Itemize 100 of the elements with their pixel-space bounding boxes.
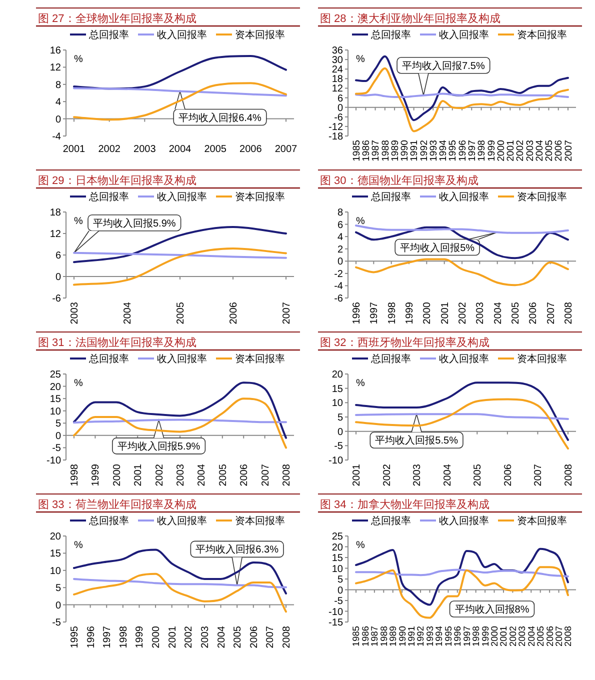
x-tick-label: 1998 bbox=[70, 464, 80, 486]
y-tick-label: -15 bbox=[328, 618, 344, 628]
annotation: 平均收入回报7.5% bbox=[402, 60, 485, 72]
legend-label: 总回报率 bbox=[370, 29, 411, 41]
x-tick-label: 2005 bbox=[204, 144, 227, 155]
y-tick-label: 16 bbox=[50, 46, 62, 56]
y-tick-label: 20 bbox=[50, 382, 62, 393]
x-tick-label: 1992 bbox=[416, 626, 426, 646]
x-tick-label: 2003 bbox=[134, 144, 156, 155]
legend-label: 资本回报率 bbox=[517, 515, 567, 527]
y-tick-label: 18 bbox=[50, 208, 62, 218]
x-tick-label: 2006 bbox=[528, 302, 540, 324]
y-tick-label: 15 bbox=[332, 553, 344, 564]
x-tick-label: 2003 bbox=[412, 464, 424, 486]
x-tick-label: 2002 bbox=[382, 464, 393, 486]
x-tick-label: 2005 bbox=[544, 140, 556, 162]
y-tick-label: -6 bbox=[334, 294, 344, 304]
x-tick-label: 1989 bbox=[390, 140, 401, 162]
y-tick-label: 18 bbox=[332, 74, 344, 86]
x-tick-label: 2001 bbox=[62, 144, 86, 155]
x-tick-label: 1996 bbox=[86, 626, 97, 648]
x-tick-label: 2001 bbox=[167, 626, 178, 648]
chart-title: 图 31：法国物业年回报率及构成 bbox=[38, 336, 196, 349]
legend-label: 收入回报率 bbox=[439, 353, 489, 365]
x-tick-label: 2007 bbox=[265, 626, 276, 648]
x-tick-label: 1997 bbox=[467, 140, 478, 162]
x-tick-label: 2002 bbox=[515, 140, 526, 162]
legend-label: 收入回报率 bbox=[157, 353, 207, 365]
x-tick-label: 1998 bbox=[118, 626, 130, 648]
x-tick-label: 2003 bbox=[200, 626, 211, 648]
x-tick-label: 2001 bbox=[352, 464, 362, 486]
x-tick-label: 1986 bbox=[361, 140, 372, 162]
chart-title: 图 32：西班牙物业年回报率及构成 bbox=[320, 336, 490, 349]
x-tick-label: 1999 bbox=[404, 302, 416, 324]
legend-label: 收入回报率 bbox=[157, 29, 207, 41]
y-axis-title: % bbox=[356, 216, 365, 227]
annotation: 平均收入回报5.5% bbox=[375, 434, 458, 447]
x-tick-label: 2002 bbox=[508, 626, 518, 646]
legend-label: 资本回报率 bbox=[517, 191, 567, 203]
x-tick-label: 2005 bbox=[232, 626, 244, 648]
y-axis-title: % bbox=[74, 54, 83, 65]
x-tick-label: 2004 bbox=[526, 626, 536, 646]
y-tick-label: 0 bbox=[55, 600, 62, 612]
x-tick-label: 1989 bbox=[388, 626, 398, 646]
y-tick-label: 12 bbox=[332, 84, 344, 95]
x-tick-label: 2005 bbox=[218, 464, 229, 486]
y-tick-label: 0 bbox=[337, 256, 344, 268]
y-tick-label: 15 bbox=[50, 394, 62, 406]
x-tick-label: 1990 bbox=[400, 140, 411, 162]
x-tick-label: 2006 bbox=[248, 626, 260, 648]
y-tick-label: 6 bbox=[337, 93, 344, 104]
x-tick-label: 2007 bbox=[260, 464, 272, 486]
x-tick-label: 2000 bbox=[496, 140, 507, 162]
x-tick-label: 1990 bbox=[397, 626, 408, 646]
x-tick-label: 2001 bbox=[498, 626, 509, 646]
x-tick-label: 2000 bbox=[489, 626, 500, 646]
x-tick-label: 2004 bbox=[168, 144, 192, 155]
y-tick-label: 0 bbox=[337, 585, 344, 596]
x-tick-label: 1988 bbox=[380, 140, 392, 162]
y-tick-label: 20 bbox=[50, 532, 62, 542]
legend-label: 收入回报率 bbox=[157, 191, 207, 203]
y-tick-label: -6 bbox=[52, 294, 62, 304]
y-tick-label: -10 bbox=[328, 456, 344, 466]
x-tick-label: 2003 bbox=[70, 302, 80, 324]
y-tick-label: -10 bbox=[46, 456, 62, 466]
x-tick-label: 1985 bbox=[351, 140, 362, 162]
y-tick-label: -4 bbox=[52, 132, 62, 142]
y-tick-label: 10 bbox=[332, 564, 344, 575]
y-tick-label: 30 bbox=[332, 55, 344, 66]
x-tick-label: 2004 bbox=[534, 139, 546, 162]
chart-title: 图 28：澳大利亚物业年回报率及构成 bbox=[320, 12, 500, 25]
y-tick-label: -5 bbox=[52, 618, 62, 628]
x-tick-label: 2001 bbox=[133, 464, 144, 486]
x-tick-label: 1996 bbox=[452, 626, 463, 646]
x-tick-label: 1996 bbox=[352, 302, 362, 324]
x-tick-label: 1993 bbox=[424, 626, 435, 646]
y-axis-title: % bbox=[74, 378, 83, 389]
legend-label: 资本回报率 bbox=[517, 353, 567, 365]
x-tick-label: 1999 bbox=[486, 140, 498, 162]
chart-title: 图 29：日本物业年回报率及构成 bbox=[38, 174, 196, 187]
x-tick-label: 2001 bbox=[440, 302, 451, 324]
y-tick-label: 0 bbox=[55, 114, 62, 126]
y-tick-label: -4 bbox=[334, 281, 344, 292]
annotation: 平均收入回报5.9% bbox=[117, 440, 200, 452]
y-tick-label: 5 bbox=[55, 418, 62, 430]
y-tick-label: -18 bbox=[328, 132, 344, 142]
y-tick-label: 0 bbox=[55, 272, 62, 283]
x-tick-label: 2000 bbox=[151, 626, 162, 648]
y-tick-label: 5 bbox=[337, 412, 344, 424]
x-tick-label: 2008 bbox=[564, 464, 574, 486]
legend-label: 总回报率 bbox=[88, 29, 129, 41]
legend-label: 总回报率 bbox=[88, 353, 129, 365]
x-tick-label: 2002 bbox=[184, 626, 195, 648]
y-tick-label: 0 bbox=[55, 430, 62, 442]
x-tick-label: 1991 bbox=[406, 626, 417, 646]
x-tick-label: 1995 bbox=[443, 626, 454, 646]
callout: 平均收入回报6.3% bbox=[190, 540, 284, 586]
x-tick-label: 2007 bbox=[533, 464, 544, 486]
y-tick-label: 5 bbox=[55, 583, 62, 594]
x-tick-label: 2002 bbox=[98, 144, 121, 155]
